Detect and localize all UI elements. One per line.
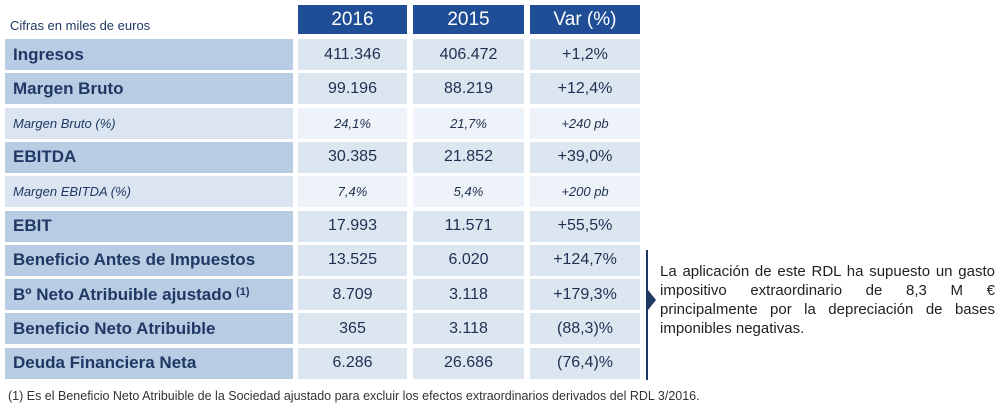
cell: (88,3)% [530, 313, 640, 345]
cell: 17.993 [298, 210, 407, 242]
cell: 24,1% [298, 107, 407, 139]
row-label-text: Bº Neto Atribuible ajustado [13, 284, 233, 304]
row-label: Ingresos [5, 39, 293, 70]
cell: 11.571 [413, 210, 524, 242]
row-label: Bº Neto Atribuible ajustado (1) [5, 279, 293, 311]
cell: 13.525 [298, 244, 407, 276]
cell: 26.686 [413, 347, 524, 379]
column-header: 2016 [298, 5, 407, 34]
cell: 5,4% [413, 176, 524, 208]
side-note: La aplicación de este RDL ha supuesto un… [660, 263, 995, 337]
row-label-text: EBIT [13, 216, 52, 235]
note-ref: (1) [236, 285, 250, 298]
cell: +200 pb [530, 176, 640, 208]
cell: +179,3% [530, 279, 640, 311]
cell: +240 pb [530, 107, 640, 139]
row-label-text: Margen EBITDA (%) [13, 184, 131, 200]
caption: Cifras en miles de euros [10, 18, 151, 33]
cell: 3.118 [413, 279, 524, 311]
cell: 8.709 [298, 279, 407, 311]
cell: 21.852 [413, 141, 524, 173]
cell: 365 [298, 313, 407, 345]
row-label: EBITDA [5, 141, 293, 173]
row-label: Beneficio Neto Atribuible [5, 313, 293, 345]
row-label: Deuda Financiera Neta [5, 347, 293, 379]
row-label-text: Deuda Financiera Neta [13, 353, 197, 373]
row-label: Margen Bruto (%) [5, 107, 293, 139]
cell: +12,4% [530, 73, 640, 105]
cell: 411.346 [298, 39, 407, 70]
column-header: Var (%) [530, 5, 640, 34]
footnote: (1) Es el Beneficio Neto Atribuible de l… [8, 389, 700, 403]
row-label-text: Margen Bruto (%) [13, 115, 116, 131]
cell: 99.196 [298, 73, 407, 105]
cell: +124,7% [530, 244, 640, 276]
cell: 3.118 [413, 313, 524, 345]
cell: +39,0% [530, 141, 640, 173]
cell: (76,4)% [530, 347, 640, 379]
cell: 88.219 [413, 73, 524, 105]
column-header: 2015 [413, 5, 524, 34]
row-label: Margen Bruto [5, 73, 293, 105]
cell: 21,7% [413, 107, 524, 139]
cell: 6.286 [298, 347, 407, 379]
cell: +55,5% [530, 210, 640, 242]
row-label-text: Margen Bruto [13, 78, 124, 98]
row-label-text: EBITDA [13, 147, 77, 167]
cell: 406.472 [413, 39, 524, 70]
row-label-text: Beneficio Antes de Impuestos [13, 250, 256, 270]
row-label-text: Beneficio Neto Atribuible [13, 318, 216, 338]
cell: 7,4% [298, 176, 407, 208]
row-label: EBIT [5, 210, 293, 242]
bracket [646, 250, 656, 380]
row-label: Beneficio Antes de Impuestos [5, 244, 293, 276]
row-label-text: Ingresos [13, 44, 84, 64]
cell: +1,2% [530, 39, 640, 70]
cell: 6.020 [413, 244, 524, 276]
cell: 30.385 [298, 141, 407, 173]
row-label: Margen EBITDA (%) [5, 176, 293, 208]
